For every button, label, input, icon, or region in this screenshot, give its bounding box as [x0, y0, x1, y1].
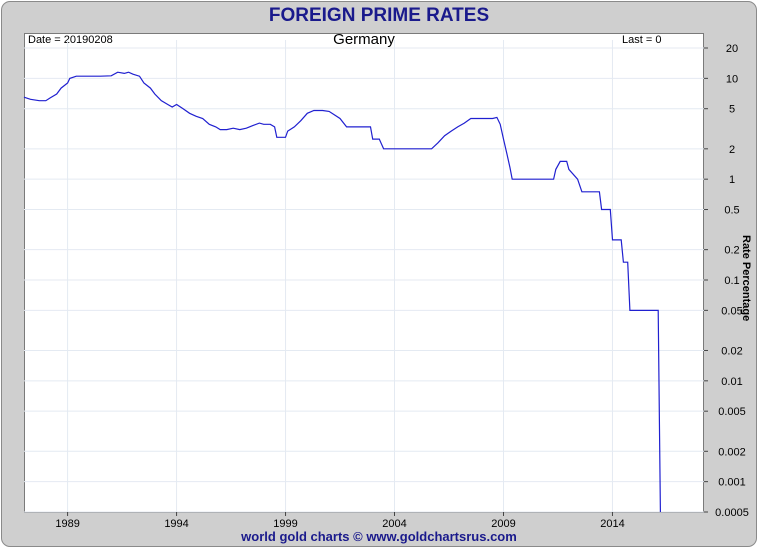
- y-tick-label: 0.1: [724, 275, 739, 287]
- date-label: Date = 20190208: [28, 34, 113, 46]
- plot-area: [24, 33, 704, 513]
- chart-title: FOREIGN PRIME RATES: [268, 5, 490, 26]
- last-value-label: Last = 0: [622, 34, 662, 46]
- y-tick-label: 0.002: [718, 446, 746, 458]
- x-tick-label: 2014: [600, 518, 624, 530]
- y-tick-label: 10: [726, 73, 738, 85]
- y-tick-label: 2: [729, 144, 735, 156]
- y-tick-label: 0.005: [718, 406, 746, 418]
- x-tick-label: 1994: [164, 518, 188, 530]
- chart-subtitle: Germany: [333, 31, 395, 48]
- y-tick-label: 0.01: [721, 376, 742, 388]
- y-tick-label: 5: [729, 104, 735, 116]
- x-tick-label: 2004: [382, 518, 406, 530]
- y-tick-label: 20: [726, 43, 738, 55]
- x-tick-label: 1989: [55, 518, 79, 530]
- y-tick-label: 1: [729, 174, 735, 186]
- y-tick-label: 0.05: [721, 305, 742, 317]
- x-tick-label: 1999: [273, 518, 297, 530]
- x-tick-label: 2009: [491, 518, 515, 530]
- y-tick-label: 0.2: [724, 245, 739, 257]
- y-tick-label: 0.001: [718, 477, 746, 489]
- chart-footer: world gold charts © www.goldchartsrus.co…: [241, 529, 517, 544]
- y-tick-label: 0.0005: [715, 507, 749, 519]
- series-line: [23, 71, 661, 513]
- y-tick-label: 0.5: [724, 205, 739, 217]
- y-tick-label: 0.02: [721, 345, 742, 357]
